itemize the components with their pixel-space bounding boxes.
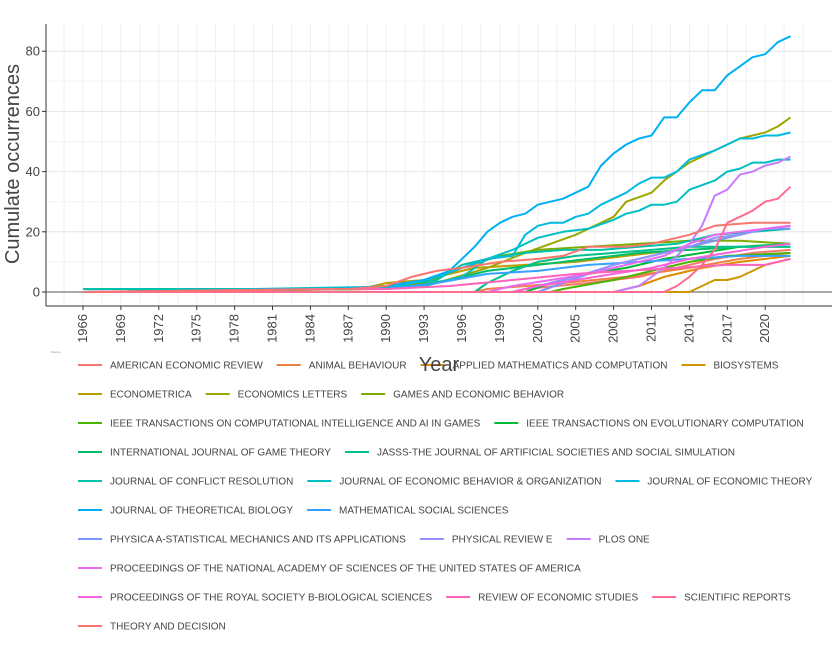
legend-item: PROCEEDINGS OF THE NATIONAL ACADEMY OF S… [78, 564, 581, 575]
legend-item: BIOSYSTEMS [681, 361, 779, 372]
x-tick-label: 2005 [568, 314, 583, 343]
legend-label: ANIMAL BEHAVIOUR [309, 361, 407, 372]
legend-label: ECONOMETRICA [110, 390, 192, 401]
legend-item: JOURNAL OF THEORETICAL BIOLOGY [78, 506, 293, 517]
y-tick-label: 0 [33, 285, 40, 300]
series-line [83, 155, 791, 293]
legend-item: JOURNAL OF CONFLICT RESOLUTION [78, 477, 293, 488]
legend-label: PROCEEDINGS OF THE NATIONAL ACADEMY OF S… [110, 564, 581, 575]
series-line [83, 224, 791, 293]
legend-item: INTERNATIONAL JOURNAL OF GAME THEORY [78, 448, 331, 459]
x-tick-label: 1996 [454, 314, 469, 343]
legend-label: SCIENTIFIC REPORTS [684, 593, 791, 604]
x-axis-title: Year [419, 354, 460, 376]
legend-label: THEORY AND DECISION [110, 622, 226, 633]
x-tick-label: 1969 [113, 314, 128, 343]
legend-item: GAMES AND ECONOMIC BEHAVIOR [361, 390, 564, 401]
legend-label: INTERNATIONAL JOURNAL OF GAME THEORY [110, 448, 331, 459]
legend-label: IEEE TRANSACTIONS ON COMPUTATIONAL INTEL… [110, 419, 481, 430]
series-line [83, 185, 792, 293]
legend-label: JOURNAL OF THEORETICAL BIOLOGY [110, 506, 293, 517]
x-axis-ticks: 1966 1969 1972 1975 1978 1981 1984 1987 1990 1993… [75, 306, 772, 343]
y-tick-label: 40 [26, 164, 40, 179]
legend-label: ECONOMICS LETTERS [238, 390, 348, 401]
legend-item: ECONOMICS LETTERS [205, 390, 348, 401]
legend-item: JOURNAL OF ECONOMIC BEHAVIOR & ORGANIZAT… [307, 477, 601, 488]
legend-item: IEEE TRANSACTIONS ON EVOLUTIONARY COMPUT… [494, 419, 804, 430]
x-tick-label: 1990 [378, 314, 393, 343]
legend-item: APPLIED MATHEMATICS AND COMPUTATION [420, 361, 668, 372]
x-tick-label: 1981 [265, 314, 280, 343]
legend-label: IEEE TRANSACTIONS ON EVOLUTIONARY COMPUT… [526, 419, 803, 430]
series-line [82, 35, 791, 293]
plot-panel: 1966 1969 1972 1975 1978 1981 1984 1987 1990 1993… [26, 24, 832, 343]
legend-item: PLOS ONE [566, 535, 650, 546]
x-tick-label: 2011 [644, 314, 659, 342]
x-tick-label: 2014 [681, 314, 696, 343]
legend-item: ECONOMETRICA [78, 390, 192, 401]
series-line [82, 221, 791, 293]
legend-item: THEORY AND DECISION [78, 622, 226, 633]
legend-label: JASSS-THE JOURNAL OF ARTIFICIAL SOCIETIE… [377, 448, 735, 459]
x-tick-label: 2017 [719, 314, 734, 343]
legend-label: MATHEMATICAL SOCIAL SCIENCES [339, 506, 509, 517]
legend-item: ANIMAL BEHAVIOUR [276, 361, 407, 372]
x-tick-label: 1987 [340, 314, 355, 343]
x-tick-label: 1978 [227, 314, 242, 343]
x-tick-label: 1966 [75, 314, 90, 343]
legend-label: BIOSYSTEMS [713, 361, 778, 372]
legend-label: JOURNAL OF ECONOMIC BEHAVIOR & ORGANIZAT… [339, 477, 601, 488]
legend-label: AMERICAN ECONOMIC REVIEW [110, 361, 263, 372]
legend-item: PROCEEDINGS OF THE ROYAL SOCIETY B-BIOLO… [78, 593, 432, 604]
x-tick-label: 2020 [757, 314, 772, 343]
series-line [83, 245, 791, 293]
legend-label: APPLIED MATHEMATICS AND COMPUTATION [453, 361, 668, 372]
legend-item: JASSS-THE JOURNAL OF ARTIFICIAL SOCIETIE… [344, 448, 735, 459]
legend-label: GAMES AND ECONOMIC BEHAVIOR [393, 390, 564, 401]
legend-item: IEEE TRANSACTIONS ON COMPUTATIONAL INTEL… [78, 419, 481, 430]
legend-label: PHYSICAL REVIEW E [452, 535, 553, 546]
legend-label: REVIEW OF ECONOMIC STUDIES [478, 593, 638, 604]
x-tick-label: 1984 [302, 314, 317, 343]
series-line [82, 131, 791, 293]
legend-label: JOURNAL OF ECONOMIC THEORY [647, 477, 812, 488]
y-axis-title: Cumulate occurrences [2, 64, 24, 264]
legend-item: AMERICAN ECONOMIC REVIEW [78, 361, 263, 372]
legend-item: JOURNAL OF ECONOMIC THEORY [615, 477, 813, 488]
y-tick-label: 60 [26, 104, 40, 119]
y-tick-label: 20 [26, 224, 40, 239]
series-line [82, 158, 791, 293]
y-axis-ticks: 0 20 40 60 80 [26, 44, 46, 300]
x-tick-label: 1993 [416, 314, 431, 343]
legend-item: SCIENTIFIC REPORTS [652, 593, 791, 604]
legend-caption: Source [51, 350, 61, 354]
legend-label: PLOS ONE [599, 535, 650, 546]
legend-label: PHYSICA A-STATISTICAL MECHANICS AND ITS … [110, 535, 406, 546]
legend-item: PHYSICA A-STATISTICAL MECHANICS AND ITS … [78, 535, 406, 546]
x-tick-label: 2008 [606, 314, 621, 343]
series-lines [82, 35, 792, 293]
legend-label: JOURNAL OF CONFLICT RESOLUTION [110, 477, 293, 488]
legend: AMERICAN ECONOMIC REVIEW ANIMAL BEHAVIOUR… [78, 361, 813, 633]
legend-item: PHYSICAL REVIEW E [419, 535, 553, 546]
legend-item: MATHEMATICAL SOCIAL SCIENCES [307, 506, 509, 517]
legend-item: REVIEW OF ECONOMIC STUDIES [446, 593, 638, 604]
y-tick-label: 80 [26, 44, 40, 59]
legend-label: PROCEEDINGS OF THE ROYAL SOCIETY B-BIOLO… [110, 593, 432, 604]
series-line [83, 245, 791, 293]
x-tick-label: 2002 [530, 314, 545, 343]
x-tick-label: 1972 [151, 314, 166, 343]
x-tick-label: 1999 [492, 314, 507, 343]
x-tick-label: 1975 [189, 314, 204, 343]
series-line [82, 257, 791, 293]
